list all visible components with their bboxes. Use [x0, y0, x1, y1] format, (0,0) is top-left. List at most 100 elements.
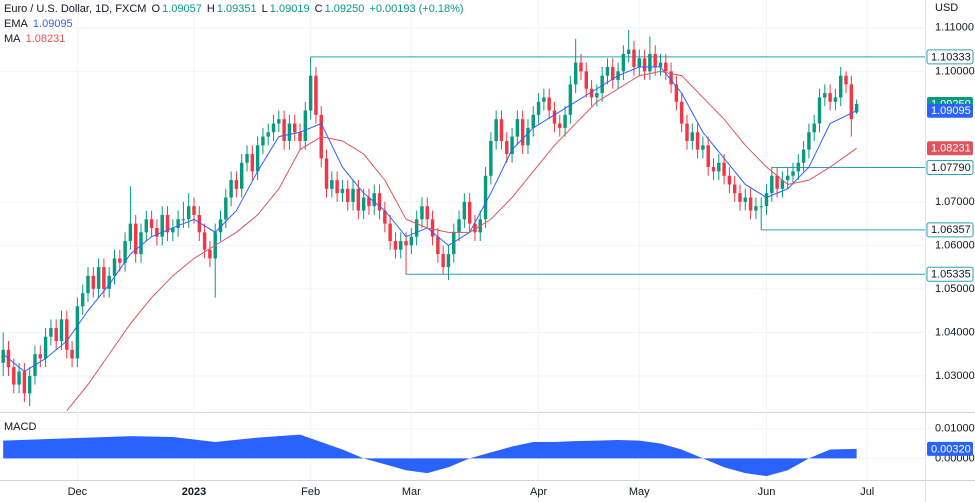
- candle-body: [372, 193, 376, 207]
- candle-body: [605, 66, 610, 76]
- indicator-line: [66, 70, 857, 412]
- candle-body: [462, 201, 467, 220]
- candle-body: [685, 123, 689, 141]
- candle-body: [653, 53, 657, 67]
- level-label: 1.05335: [931, 269, 971, 281]
- candle-body: [817, 97, 822, 124]
- candle-body: [738, 193, 742, 202]
- x-tick-label: Feb: [301, 486, 320, 498]
- ema-legend: EMA 1.09095: [4, 17, 466, 32]
- candle-body: [807, 132, 811, 150]
- level-label: 1.07790: [931, 162, 971, 174]
- candle-body: [425, 206, 429, 220]
- candle-body: [335, 180, 339, 194]
- legend-name: EMA: [4, 18, 28, 30]
- candle-body: [679, 101, 684, 124]
- candle-body: [409, 236, 414, 246]
- candle-body: [595, 93, 599, 98]
- candle-body: [584, 71, 588, 89]
- legend-value: 1.09095: [32, 18, 73, 30]
- currency: USD: [935, 2, 958, 14]
- candle-body: [849, 84, 854, 120]
- candle-body: [86, 275, 90, 294]
- candle-body: [12, 367, 16, 385]
- candle-body: [648, 53, 652, 72]
- series-last-label-bg: [927, 103, 973, 118]
- y-tick-label: 1.05000: [935, 283, 975, 295]
- candle-body: [112, 258, 117, 276]
- level-label-bg: [926, 49, 974, 65]
- candle-body: [854, 103, 859, 113]
- candle-body: [669, 71, 673, 85]
- candle-body: [526, 127, 530, 146]
- candle-body: [224, 197, 228, 220]
- candle-body: [430, 219, 435, 237]
- candle-body: [192, 206, 196, 215]
- candle-body: [377, 193, 382, 211]
- candle-body: [833, 97, 838, 102]
- candle-body: [467, 201, 472, 224]
- candle-body: [176, 219, 180, 228]
- candle-body: [54, 328, 58, 342]
- candle-body: [383, 210, 387, 224]
- candle-body: [558, 123, 562, 128]
- candle-body: [298, 132, 302, 141]
- candle-body: [399, 241, 403, 250]
- candle-body: [80, 293, 85, 307]
- candle-body: [139, 232, 143, 255]
- o-label: O: [151, 3, 161, 15]
- candle-body: [611, 66, 615, 81]
- candle-body: [801, 149, 806, 163]
- candle-body: [658, 62, 663, 67]
- candle-body: [664, 62, 668, 72]
- candle-body: [568, 84, 573, 115]
- candle-body: [457, 219, 461, 233]
- candle-body: [589, 88, 594, 98]
- c-value: 1.09250: [324, 3, 365, 15]
- series-last-label: 1.09095: [931, 105, 971, 117]
- candle-body: [202, 232, 207, 250]
- candle-body: [239, 162, 244, 189]
- candle-body: [181, 219, 186, 221]
- candle-body: [552, 110, 557, 124]
- x-tick-label: Mar: [402, 486, 421, 498]
- candle-body: [144, 219, 149, 233]
- candle-body: [91, 275, 96, 289]
- indicator-line: [2, 66, 857, 373]
- series-last-label-bg: [927, 141, 973, 156]
- legend-name: MA: [4, 33, 21, 45]
- candle-body: [520, 119, 525, 146]
- y-tick-label: 1.06000: [935, 239, 975, 251]
- candle-body: [420, 206, 424, 220]
- candle-body: [414, 219, 419, 237]
- h-label: H: [206, 3, 215, 15]
- y-tick-label: 1.11000: [935, 22, 974, 34]
- candle-body: [245, 154, 249, 163]
- candle-body: [250, 154, 255, 172]
- candle-body: [356, 188, 361, 211]
- candle-body: [340, 188, 345, 194]
- l-label: L: [261, 3, 268, 15]
- o-value: 1.09057: [162, 3, 202, 15]
- candle-body: [102, 267, 106, 289]
- candle-body: [261, 136, 265, 146]
- candle-body: [346, 188, 350, 202]
- candle-body: [775, 175, 779, 189]
- level-label-bg: [926, 222, 974, 238]
- candle-body: [308, 75, 313, 111]
- x-tick-label: May: [629, 486, 650, 498]
- candle-body: [324, 158, 329, 189]
- candle-body: [266, 132, 270, 137]
- candle-body: [330, 180, 334, 189]
- candle-body: [65, 319, 69, 350]
- candle-body: [499, 119, 504, 141]
- candle-body: [621, 53, 626, 72]
- candle-body: [473, 223, 477, 233]
- candle-body: [547, 97, 551, 111]
- y-tick-label: 1.07000: [935, 196, 975, 208]
- candle-body: [770, 175, 774, 194]
- candle-body: [515, 119, 520, 137]
- h-value: 1.09351: [216, 3, 257, 15]
- candle-body: [695, 132, 700, 150]
